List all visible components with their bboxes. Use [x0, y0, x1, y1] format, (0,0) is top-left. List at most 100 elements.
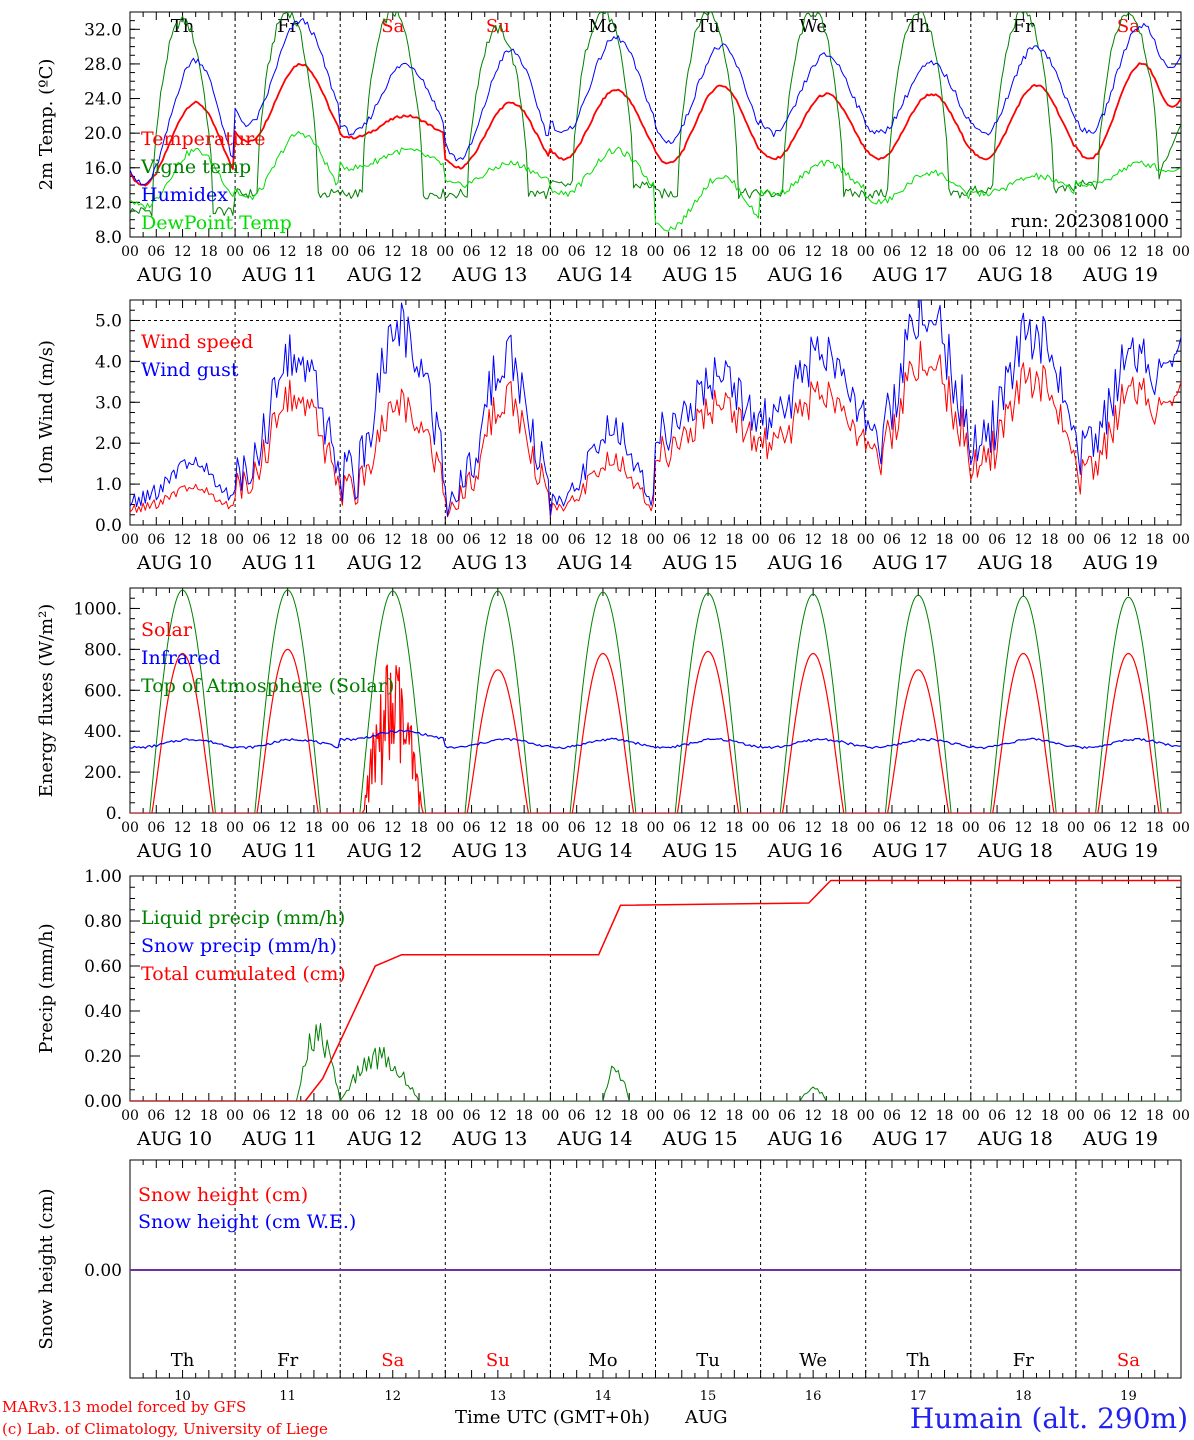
- hour-tick-label: 12: [699, 1108, 717, 1124]
- date-label: AUG 18: [977, 552, 1053, 574]
- hour-tick-label: 18: [620, 820, 638, 836]
- hour-tick-label: 06: [568, 820, 586, 836]
- hour-tick-label: 12: [1014, 1108, 1032, 1124]
- weekday-label: Fr: [277, 1350, 298, 1371]
- series-humidex: [130, 18, 1181, 186]
- date-label: AUG 12: [346, 552, 422, 574]
- day-number-label: 13: [490, 1389, 507, 1404]
- date-label: AUG 10: [136, 1128, 212, 1150]
- hour-tick-label: 12: [1120, 820, 1138, 836]
- y-tick-label: 200.: [84, 763, 122, 783]
- plot-frame: [129, 587, 1182, 814]
- hour-tick-label: 00: [752, 1108, 770, 1124]
- date-label: AUG 12: [346, 840, 422, 862]
- y-axis-label: 10m Wind (m/s): [36, 340, 57, 485]
- y-tick-label: 16.0: [84, 159, 122, 179]
- weekday-label: Th: [906, 16, 930, 37]
- hour-tick-label: 00: [857, 244, 875, 260]
- y-tick-label: 28.0: [84, 55, 122, 75]
- weekday-label: Sa: [1117, 1350, 1140, 1371]
- date-label: AUG 14: [556, 1128, 632, 1150]
- date-label: AUG 10: [136, 264, 212, 286]
- temperature-lines: [130, 12, 1181, 232]
- hour-tick-label: 00: [331, 244, 349, 260]
- hour-tick-label: 12: [909, 532, 927, 548]
- date-label: AUG 15: [661, 840, 737, 862]
- hour-tick-label: 06: [358, 532, 376, 548]
- date-label: AUG 14: [556, 552, 632, 574]
- y-tick-label: 0.: [106, 804, 122, 824]
- hour-tick-label: 12: [489, 532, 507, 548]
- hour-tick-label: 18: [831, 244, 849, 260]
- hour-tick-label: 00: [436, 820, 454, 836]
- date-label: AUG 18: [977, 1128, 1053, 1150]
- hour-tick-label: 12: [594, 244, 612, 260]
- hour-tick-label: 18: [831, 1108, 849, 1124]
- station-label: Humain (alt. 290m): [910, 1402, 1188, 1435]
- hour-tick-label: 00: [857, 532, 875, 548]
- hour-tick-label: 00: [121, 820, 139, 836]
- hour-tick-label: 18: [725, 244, 743, 260]
- hour-tick-label: 00: [331, 532, 349, 548]
- legend-snow-height-cm-w-e: Snow height (cm W.E.): [138, 1211, 356, 1233]
- date-label: AUG 15: [661, 552, 737, 574]
- hour-tick-label: 00: [647, 532, 665, 548]
- date-label: AUG 18: [977, 840, 1053, 862]
- energy-flux-panel: 00 06 12 18 AUG 10 00 06 12 18 AUG 11 00 06 12 18 AUG …: [36, 587, 1190, 862]
- y-tick-label: 2.0: [95, 434, 122, 454]
- hour-tick-label: 12: [384, 244, 402, 260]
- hour-tick-label: 00: [541, 820, 559, 836]
- hour-tick-label: 06: [673, 244, 691, 260]
- hour-tick-label: 00: [436, 532, 454, 548]
- legend-total-cumulated-cm: Total cumulated (cm): [141, 963, 346, 985]
- y-tick-label: 32.0: [84, 20, 122, 40]
- date-label: AUG 17: [872, 552, 948, 574]
- hour-tick-label: 18: [1041, 532, 1059, 548]
- date-label: AUG 17: [872, 840, 948, 862]
- date-label: AUG 12: [346, 264, 422, 286]
- date-label: AUG 11: [241, 1128, 317, 1150]
- y-tick-label: 800.: [84, 640, 122, 660]
- legend-dewpoint-temp: DewPoint Temp: [141, 212, 292, 234]
- hour-tick-label: 18: [725, 820, 743, 836]
- hour-tick-label: 12: [384, 1108, 402, 1124]
- date-label: AUG 11: [241, 264, 317, 286]
- hour-tick-label: 00: [226, 1108, 244, 1124]
- hour-tick-label: 00: [1067, 532, 1085, 548]
- day-number-label: 18: [1015, 1389, 1032, 1404]
- hour-tick-label: 18: [1146, 820, 1164, 836]
- hour-tick-label: 06: [147, 532, 165, 548]
- date-label: AUG 11: [241, 552, 317, 574]
- hour-tick-label: 12: [804, 1108, 822, 1124]
- weekday-label: Fr: [1013, 1350, 1034, 1371]
- y-tick-label: 0.20: [84, 1047, 122, 1067]
- hour-tick-label: 18: [725, 1108, 743, 1124]
- y-axis-label: 2m Temp. (ºC): [36, 59, 57, 191]
- legend-temperature: Temperature: [141, 128, 265, 150]
- y-tick-label: 0.00: [84, 1092, 122, 1112]
- y-tick-label: 400.: [84, 722, 122, 742]
- hour-tick-label: 00: [1067, 1108, 1085, 1124]
- hour-tick-label: 06: [883, 820, 901, 836]
- hour-tick-label: 06: [463, 820, 481, 836]
- hour-tick-label: 06: [883, 244, 901, 260]
- y-tick-label: 5.0: [95, 311, 122, 331]
- hour-tick-label: 18: [410, 820, 428, 836]
- day-number-label: 15: [700, 1389, 717, 1404]
- hour-tick-label: 06: [252, 532, 270, 548]
- hour-tick-label: 00: [331, 1108, 349, 1124]
- weekday-label: Sa: [1117, 16, 1140, 37]
- date-label: AUG 15: [661, 1128, 737, 1150]
- month-label: AUG: [684, 1407, 728, 1428]
- hour-tick-label: 18: [200, 532, 218, 548]
- legend-top-of-atmosphere-solar: Top of Atmosphere (Solar): [141, 675, 394, 697]
- hour-tick-label: 00: [752, 244, 770, 260]
- date-label: AUG 10: [136, 840, 212, 862]
- hour-tick-label: 06: [463, 1108, 481, 1124]
- weekday-label: We: [799, 16, 827, 37]
- weekday-label: Su: [486, 16, 510, 37]
- hour-tick-label: 18: [305, 532, 323, 548]
- series-wind-gust: [130, 300, 1181, 517]
- hour-tick-label: 00: [1172, 244, 1190, 260]
- hour-tick-label: 00: [857, 1108, 875, 1124]
